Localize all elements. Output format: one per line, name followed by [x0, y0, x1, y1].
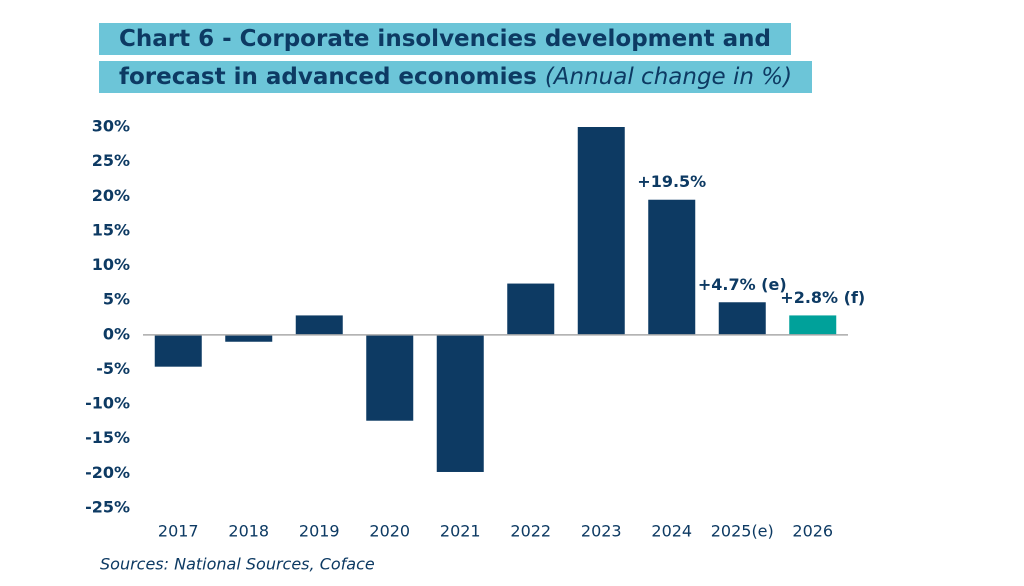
y-tick-label: 10% — [92, 255, 130, 274]
x-tick-label: 2021 — [440, 522, 481, 541]
x-tick-label: 2022 — [510, 522, 551, 541]
x-tick-label: 2020 — [369, 522, 410, 541]
y-tick-label: -5% — [96, 359, 130, 378]
x-tick-label: 2017 — [158, 522, 199, 541]
x-tick-label: 2026 — [792, 522, 833, 541]
bar — [295, 315, 343, 335]
x-tick-label: 2024 — [651, 522, 692, 541]
y-tick-label: 5% — [103, 290, 130, 309]
y-tick-label: 15% — [92, 220, 130, 239]
y-tick-label: 25% — [92, 151, 130, 170]
x-tick-label: 2019 — [299, 522, 340, 541]
y-tick-label: -10% — [85, 394, 130, 413]
bar — [436, 334, 484, 472]
bar — [154, 334, 202, 367]
source: Sources: National Sources, Coface — [100, 555, 375, 574]
value-label: +19.5% — [637, 172, 706, 191]
value-label: +2.8% (f) — [780, 288, 865, 307]
y-tick-label: -15% — [85, 428, 130, 447]
bar — [507, 283, 555, 335]
y-tick-label: 0% — [103, 324, 130, 343]
bar — [718, 302, 766, 335]
y-tick-label: -25% — [85, 498, 130, 517]
chart-title-box: Chart 6 - Corporate insolvencies develop… — [99, 20, 879, 96]
chart-subtitle: (Annual change in %) — [544, 64, 793, 90]
y-tick-label: 20% — [92, 186, 130, 205]
y-tick-label: 30% — [92, 117, 130, 136]
bar — [648, 199, 696, 335]
value-label: +4.7% (e) — [698, 275, 787, 294]
x-tick-label: 2023 — [581, 522, 622, 541]
x-tick-label: 2018 — [228, 522, 269, 541]
bar — [366, 334, 414, 421]
y-tick-label: -20% — [85, 463, 130, 482]
x-tick-label: 2025(e) — [711, 522, 774, 541]
chart-title: Chart 6 - Corporate insolvencies develop… — [119, 26, 771, 90]
bar — [577, 127, 625, 335]
bar — [225, 334, 273, 342]
bar — [789, 315, 837, 335]
